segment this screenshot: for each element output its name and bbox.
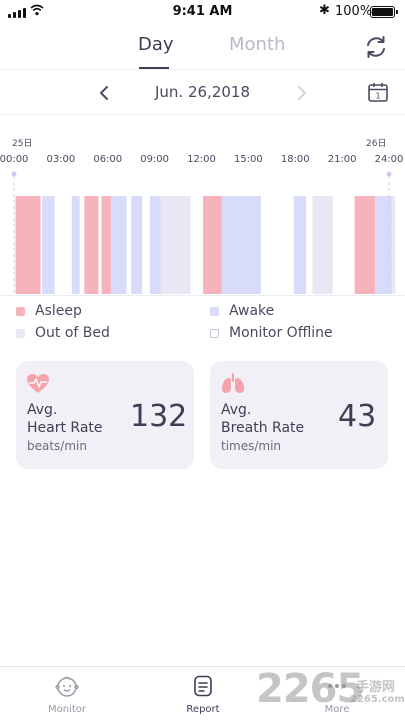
out-of-bed-swatch bbox=[16, 328, 25, 338]
tab-day[interactable]: Day bbox=[138, 34, 174, 55]
battery-percent: 100% bbox=[335, 4, 373, 19]
breath-rate-value: 43 bbox=[338, 399, 377, 434]
time-tick-label: 24:00 bbox=[375, 154, 404, 165]
heart-rate-value: 132 bbox=[130, 399, 188, 434]
legend-out-of-bed: Out of Bed bbox=[16, 325, 110, 341]
segment-out-of-bed bbox=[312, 196, 333, 294]
tab-month[interactable]: Month bbox=[229, 34, 286, 55]
tab-active-indicator bbox=[139, 67, 169, 69]
heart-rate-unit: beats/min bbox=[27, 439, 87, 453]
heart-rate-card[interactable]: Avg. Heart Rate beats/min 132 bbox=[16, 361, 194, 469]
chevron-right-icon[interactable] bbox=[293, 83, 311, 103]
timeline-end-marker bbox=[386, 171, 392, 177]
wifi-icon bbox=[30, 4, 44, 16]
legend-offline: Monitor Offline bbox=[210, 325, 333, 341]
segment-out-of-bed bbox=[392, 196, 396, 294]
refresh-icon[interactable] bbox=[363, 34, 389, 60]
calendar-day: 1 bbox=[375, 92, 380, 101]
segment-asleep bbox=[354, 196, 375, 294]
segment-awake bbox=[149, 196, 161, 294]
segment-awake bbox=[71, 196, 80, 294]
signal-icon bbox=[8, 8, 26, 18]
heart-rate-label-line1: Avg. bbox=[27, 402, 58, 418]
more-icon bbox=[328, 684, 346, 688]
time-tick-label: 15:00 bbox=[234, 154, 263, 165]
segment-asleep bbox=[203, 196, 222, 294]
segment-awake bbox=[42, 196, 55, 294]
lungs-icon bbox=[221, 373, 245, 393]
breath-rate-card[interactable]: Avg. Breath Rate times/min 43 bbox=[210, 361, 388, 469]
timeline-start-marker bbox=[11, 171, 17, 177]
legend-awake-label: Awake bbox=[229, 303, 275, 319]
tab-report[interactable]: Report bbox=[168, 675, 238, 715]
bottom-tab-bar: Monitor Report More bbox=[0, 666, 405, 720]
heart-rate-icon bbox=[27, 374, 49, 393]
bluetooth-icon: ✱ bbox=[319, 3, 330, 18]
time-tick-label: 18:00 bbox=[281, 154, 310, 165]
legend-asleep-label: Asleep bbox=[35, 303, 82, 319]
chevron-left-icon[interactable] bbox=[96, 83, 114, 103]
baby-face-icon bbox=[55, 676, 79, 697]
breath-rate-label-line2: Breath Rate bbox=[221, 420, 305, 436]
time-tick-label: 09:00 bbox=[140, 154, 169, 165]
time-tick-label: 06:00 bbox=[93, 154, 122, 165]
legend-asleep: Asleep bbox=[16, 303, 82, 319]
heart-rate-label-line2: Heart Rate bbox=[27, 420, 103, 436]
segment-out-of-bed bbox=[160, 196, 191, 294]
legend-divider bbox=[0, 295, 405, 296]
view-tabs: Day Month bbox=[0, 30, 405, 70]
segment-awake bbox=[110, 196, 127, 294]
tab-more[interactable]: More bbox=[302, 675, 372, 715]
watermark-url: 2265.com bbox=[350, 694, 405, 705]
awake-swatch bbox=[210, 306, 219, 316]
current-date: Jun. 26,2018 bbox=[154, 83, 250, 101]
breath-rate-label-line1: Avg. bbox=[221, 402, 252, 418]
date-navigator: Jun. 26,2018 1 bbox=[0, 71, 405, 115]
battery-icon bbox=[370, 6, 398, 18]
legend-offline-label: Monitor Offline bbox=[229, 325, 333, 341]
start-day-label: 25日 bbox=[12, 138, 32, 149]
segment-asleep bbox=[15, 196, 41, 294]
offline-swatch bbox=[210, 328, 219, 338]
sleep-timeline-chart: 25日 26日 00:00 03:00 06:00 09:00 12:00 15:00 18… bbox=[0, 138, 404, 294]
watermark-logo: 2265 bbox=[256, 666, 364, 712]
calendar-icon[interactable]: 1 bbox=[367, 81, 389, 103]
watermark-sub: 手游网 bbox=[356, 680, 396, 695]
status-bar: 9:41 AM ✱ 100% bbox=[0, 0, 405, 24]
legend-awake: Awake bbox=[210, 303, 274, 319]
status-time: 9:41 AM bbox=[172, 4, 233, 19]
tab-monitor[interactable]: Monitor bbox=[32, 675, 102, 715]
segment-asleep bbox=[101, 196, 111, 294]
report-icon bbox=[194, 675, 212, 697]
breath-rate-label: Avg. Breath Rate bbox=[221, 401, 304, 437]
segment-asleep bbox=[84, 196, 99, 294]
time-tick-label: 21:00 bbox=[328, 154, 357, 165]
end-day-label: 26日 bbox=[366, 138, 386, 149]
tab-more-label: More bbox=[324, 704, 350, 715]
time-tick-label: 03:00 bbox=[46, 154, 75, 165]
tab-report-label: Report bbox=[186, 704, 220, 715]
asleep-swatch bbox=[16, 306, 25, 316]
segment-awake bbox=[374, 196, 393, 294]
legend-out-of-bed-label: Out of Bed bbox=[35, 325, 110, 341]
breath-rate-unit: times/min bbox=[221, 439, 282, 453]
segment-awake bbox=[221, 196, 261, 294]
tab-monitor-label: Monitor bbox=[47, 704, 86, 715]
time-tick-label: 00:00 bbox=[0, 154, 28, 165]
segment-awake bbox=[131, 196, 143, 294]
time-tick-label: 12:00 bbox=[187, 154, 216, 165]
heart-rate-label: Avg. Heart Rate bbox=[27, 401, 103, 437]
segment-awake bbox=[293, 196, 307, 294]
